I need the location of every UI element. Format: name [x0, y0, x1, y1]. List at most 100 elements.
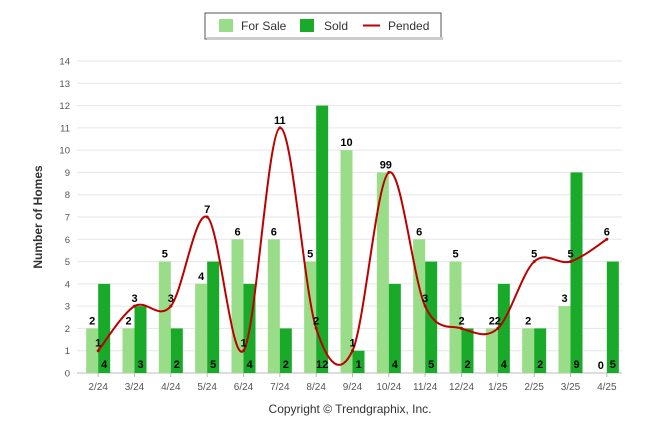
bar-sold[interactable] [570, 172, 583, 373]
y-tick-label: 12 [59, 101, 70, 112]
y-tick-label: 13 [59, 79, 70, 90]
pended-value-label: 1 [95, 338, 101, 350]
x-tick-label: 8/24 [306, 382, 326, 393]
y-axis-title: Number of Homes [31, 165, 45, 269]
sold-value-label: 2 [537, 359, 543, 371]
bar-for-sale[interactable] [267, 239, 280, 373]
for-sale-value-label: 2 [125, 315, 131, 327]
bar-sold[interactable] [606, 261, 619, 373]
sold-value-label: 3 [137, 359, 143, 371]
sold-value-label: 5 [428, 359, 434, 371]
for-sale-value-label: 0 [598, 360, 604, 372]
for-sale-value-label: 9 [380, 159, 386, 171]
bar-for-sale[interactable] [449, 261, 462, 373]
bar-sold[interactable] [207, 261, 220, 373]
bar-for-sale[interactable] [195, 283, 208, 373]
pended-point[interactable] [569, 260, 572, 264]
pended-point[interactable] [387, 170, 391, 174]
sold-value-label: 2 [464, 359, 470, 371]
x-tick-label: 5/24 [197, 382, 217, 393]
bar-for-sale[interactable] [122, 328, 135, 373]
for-sale-value-label: 5 [307, 249, 313, 261]
sold-value-label: 5 [610, 359, 616, 371]
pended-point[interactable] [169, 304, 173, 308]
pended-point[interactable] [423, 304, 427, 308]
pended-point[interactable] [351, 349, 354, 353]
pended-value-label: 2 [458, 315, 464, 327]
bar-sold[interactable] [497, 283, 510, 373]
pended-value-label: 5 [567, 249, 573, 261]
bar-sold[interactable] [98, 283, 111, 373]
bar-for-sale[interactable] [376, 172, 389, 373]
x-tick-label: 2/24 [88, 382, 108, 393]
x-axis-ticks: 2/24 3/24 4/24 5/24 6/24 7/24 8/24 9/24 10/24 11/… [88, 373, 617, 393]
sold-value-label: 2 [283, 359, 289, 371]
pended-value-label: 2 [313, 315, 319, 327]
x-tick-label: 3/24 [125, 382, 145, 393]
pended-point[interactable] [460, 326, 463, 330]
bar-sold[interactable] [170, 328, 183, 373]
pended-point[interactable] [242, 349, 245, 353]
pended-point[interactable] [314, 326, 318, 330]
bar-for-sale[interactable] [340, 150, 353, 373]
for-sale-value-label: 4 [198, 271, 205, 283]
pended-point[interactable] [205, 215, 209, 219]
bar-for-sale[interactable] [86, 328, 99, 373]
bar-sold[interactable] [134, 306, 147, 373]
bar-for-sale[interactable] [485, 328, 498, 373]
pended-value-label: 7 [204, 204, 210, 216]
pended-point[interactable] [605, 237, 609, 241]
bar-for-sale[interactable] [304, 261, 317, 373]
bar-sold[interactable] [352, 350, 365, 373]
bar-sold[interactable] [534, 328, 547, 373]
pended-value-label: 6 [604, 226, 610, 238]
bar-sold[interactable] [316, 105, 329, 374]
sold-value-label: 4 [501, 359, 508, 371]
x-tick-label: 9/24 [343, 382, 363, 393]
legend-item-pended[interactable]: Pended [363, 19, 429, 33]
y-tick-label: 14 [59, 57, 70, 68]
bar-sold[interactable] [388, 283, 401, 373]
pended-value-label: 2 [495, 315, 501, 327]
bar-sold[interactable] [279, 328, 292, 373]
pended-line[interactable] [97, 126, 608, 366]
for-sale-value-label: 2 [525, 315, 531, 327]
pended-value-label: 11 [274, 115, 286, 127]
for-sale-value-label: 10 [340, 137, 352, 149]
pended-point[interactable] [278, 126, 282, 130]
pended-point[interactable] [532, 260, 536, 264]
x-tick-label: 10/24 [376, 382, 401, 393]
bar-for-sale[interactable] [558, 306, 571, 373]
legend-item-sold[interactable]: Sold [300, 19, 348, 33]
bar-for-sale[interactable] [522, 328, 535, 373]
pended-value-label: 9 [386, 159, 392, 171]
legend-shadow [207, 37, 443, 40]
legend: For Sale Sold Pended [204, 12, 443, 40]
x-tick-label: 11/24 [413, 382, 438, 393]
sold-value-label: 4 [101, 359, 108, 371]
bar-for-sale[interactable] [158, 261, 171, 373]
pended-point[interactable] [133, 304, 136, 308]
y-tick-label: 6 [65, 235, 70, 246]
sold-value-label: 9 [573, 359, 579, 371]
bar-sold[interactable] [461, 328, 474, 373]
bar-for-sale[interactable] [231, 239, 244, 373]
for-sale-value-label: 6 [234, 226, 240, 238]
bar-for-sale[interactable] [413, 239, 426, 373]
pended-value-label: 1 [349, 338, 355, 350]
y-tick-label: 0 [65, 369, 70, 380]
pended-series [96, 126, 609, 366]
x-tick-label: 7/24 [270, 382, 290, 393]
pended-point[interactable] [96, 349, 100, 353]
pended-value-label: 5 [531, 249, 537, 261]
for-sale-value-label: 2 [489, 315, 495, 327]
pended-point[interactable] [496, 326, 500, 330]
x-tick-label: 4/24 [161, 382, 181, 393]
legend-item-for-sale[interactable]: For Sale [219, 19, 287, 33]
pended-value-label: 3 [422, 293, 428, 305]
y-tick-label: 5 [65, 257, 70, 268]
x-tick-label: 3/25 [561, 382, 581, 393]
